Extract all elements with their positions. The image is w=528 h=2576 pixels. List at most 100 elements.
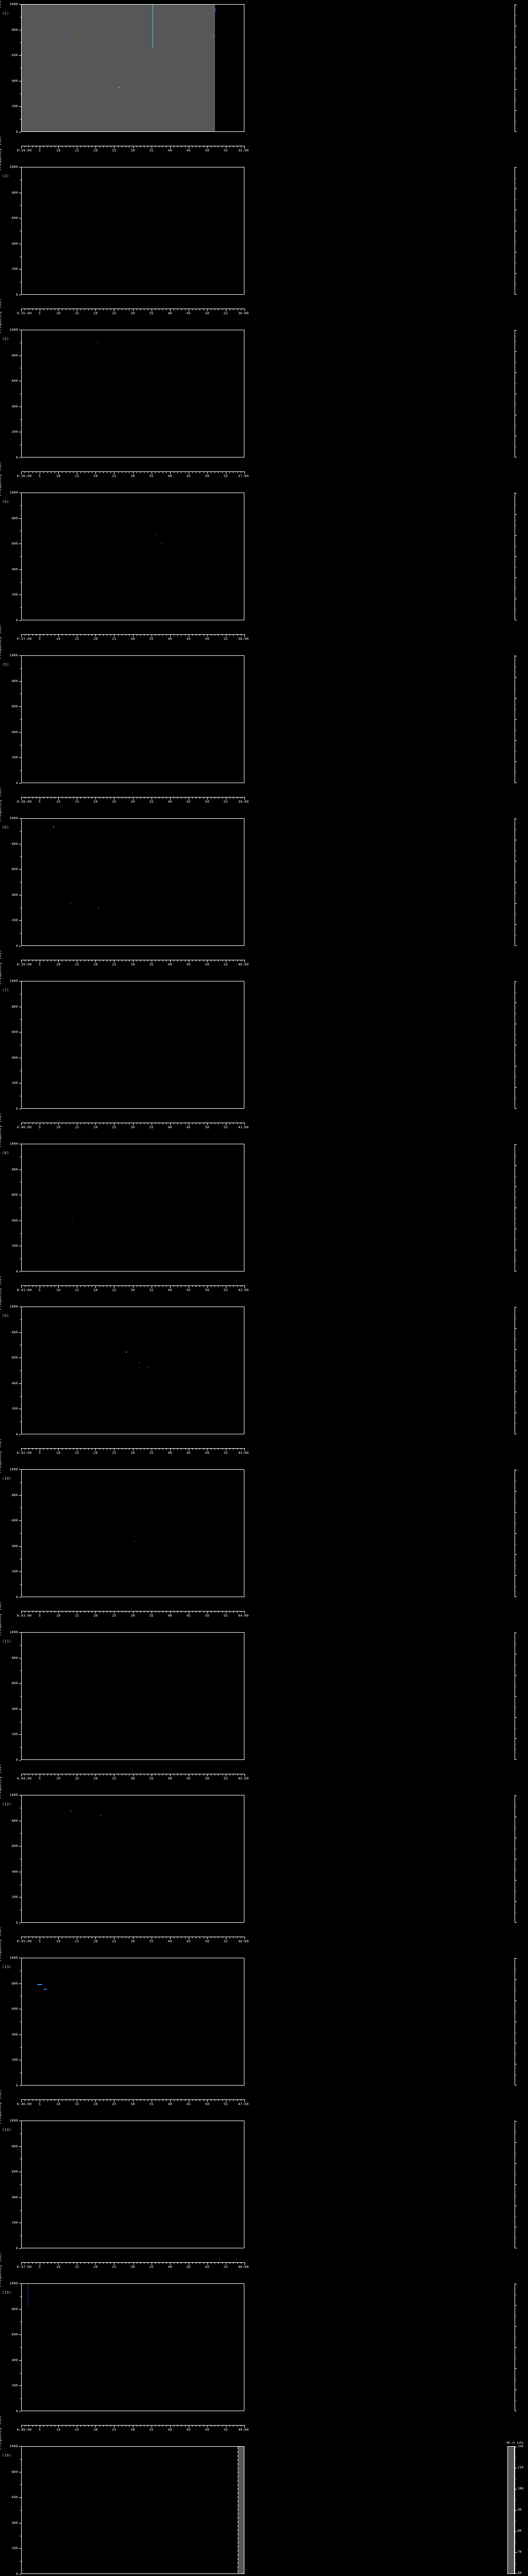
x-axis-minor-tick bbox=[80, 471, 81, 473]
spectrogram-plot-area[interactable] bbox=[21, 981, 244, 1109]
x-axis-end-time-label: 48:00 bbox=[238, 2265, 249, 2269]
spectrogram-plot-area[interactable] bbox=[21, 330, 244, 457]
x-axis-minor-tick bbox=[147, 960, 148, 961]
y-axis-minor-tick bbox=[20, 770, 21, 771]
x-axis-minor-tick bbox=[214, 146, 216, 147]
x-axis-minor-tick bbox=[155, 2262, 156, 2264]
x-axis-tick-label: 30 bbox=[130, 637, 135, 641]
colorbar-gradient bbox=[507, 981, 515, 1109]
detection-marks bbox=[22, 2284, 244, 2411]
x-axis-tick-label: 5 bbox=[39, 311, 41, 315]
x-axis-tick-label: 40 bbox=[168, 1776, 172, 1781]
y-axis-tick bbox=[19, 1571, 21, 1572]
spectrogram-plot-area[interactable] bbox=[21, 1307, 244, 1434]
x-axis-minor-tick bbox=[88, 797, 89, 799]
spectrogram-plot-area[interactable] bbox=[21, 167, 244, 295]
x-axis-minor-tick bbox=[103, 1448, 104, 1450]
y-axis-tick-label: 400 bbox=[11, 2358, 18, 2362]
x-axis-minor-tick bbox=[28, 146, 29, 147]
x-axis-tick-label: 35 bbox=[149, 311, 154, 315]
y-axis-tick-label: 1000 bbox=[9, 2119, 18, 2123]
y-axis-tick-label: 600 bbox=[11, 2170, 18, 2174]
x-axis-minor-tick bbox=[229, 2099, 230, 2101]
colorbar-gradient bbox=[507, 1958, 515, 2086]
x-axis-tick bbox=[133, 1448, 134, 1451]
x-axis-tick bbox=[207, 1774, 208, 1776]
x-axis-minor-tick bbox=[214, 1937, 216, 1938]
x-axis-tick-label: 40 bbox=[168, 474, 172, 478]
x-axis-minor-tick bbox=[237, 2425, 238, 2427]
spectrogram-panel: (13) Frequency (Hz) 0 200 400 600 800 1000 0:46:… bbox=[0, 1926, 528, 2116]
x-axis-tick bbox=[170, 146, 171, 148]
y-axis-tick bbox=[19, 1683, 21, 1684]
x-axis-minor-tick bbox=[32, 2425, 33, 2427]
x-axis-minor-tick bbox=[32, 1611, 33, 1613]
spectrogram-plot-area[interactable] bbox=[21, 2446, 244, 2574]
spectrogram-plot-area[interactable] bbox=[21, 2283, 244, 2411]
x-axis-tick bbox=[170, 1448, 171, 1451]
x-axis-minor-tick bbox=[140, 2099, 141, 2101]
spectrogram-plot-area[interactable] bbox=[21, 1958, 244, 2086]
x-axis-minor-tick bbox=[229, 309, 230, 310]
x-axis-minor-tick bbox=[103, 960, 104, 961]
x-axis-minor-tick bbox=[88, 471, 89, 473]
y-axis-tick bbox=[19, 1383, 21, 1384]
spectrogram-plot-area[interactable] bbox=[21, 1144, 244, 1272]
x-axis-end-time-label: 35:00 bbox=[238, 148, 249, 152]
data-coverage-region bbox=[237, 2447, 244, 2573]
y-axis-tick-label: 800 bbox=[11, 27, 18, 32]
x-axis-minor-tick bbox=[80, 634, 81, 636]
spectrogram-plot-area[interactable] bbox=[21, 655, 244, 783]
x-axis-tick bbox=[58, 1774, 59, 1776]
y-axis-tick-label: 600 bbox=[11, 379, 18, 383]
colorbar-tick bbox=[515, 1512, 517, 1513]
spectrogram-plot-area[interactable] bbox=[21, 1632, 244, 1760]
colorbar-minor-tick bbox=[515, 1176, 516, 1177]
colorbar-tick bbox=[515, 1271, 517, 1272]
x-axis-tick-label: 20 bbox=[93, 148, 98, 152]
y-axis-tick bbox=[19, 1495, 21, 1496]
x-axis-tick bbox=[244, 471, 245, 474]
colorbar-tick bbox=[515, 1901, 517, 1902]
x-axis-tick-label: 5 bbox=[39, 2428, 41, 2432]
spectrogram-plot-area[interactable] bbox=[21, 1469, 244, 1597]
x-axis-minor-tick bbox=[140, 1448, 141, 1450]
y-axis-minor-tick bbox=[20, 1747, 21, 1748]
x-axis-minor-tick bbox=[125, 1774, 126, 1775]
x-axis-minor-tick bbox=[177, 2425, 178, 2427]
colorbar-tick bbox=[515, 1717, 517, 1718]
panel-number: (13) bbox=[2, 1965, 12, 1969]
spectrogram-plot-area[interactable] bbox=[21, 2121, 244, 2248]
y-axis-minor-tick bbox=[20, 16, 21, 18]
spectrogram-plot-area[interactable] bbox=[21, 493, 244, 620]
colorbar-minor-tick bbox=[515, 1360, 516, 1361]
spectrogram-plot-area[interactable] bbox=[21, 1795, 244, 1923]
x-axis-minor-tick bbox=[73, 471, 74, 473]
x-axis-tick bbox=[95, 1774, 96, 1776]
spectrogram-panel: (6) Frequency (Hz) 0 200 400 600 800 1000 0:39:0… bbox=[0, 787, 528, 977]
colorbar-tick bbox=[515, 1575, 517, 1576]
x-axis-minor-tick bbox=[32, 634, 33, 636]
spectrogram-plot-area[interactable] bbox=[21, 818, 244, 946]
y-axis-tick bbox=[19, 2309, 21, 2310]
x-axis-minor-tick bbox=[110, 1448, 111, 1450]
y-axis-minor-tick bbox=[20, 1533, 21, 1534]
x-axis-minor-tick bbox=[65, 309, 67, 310]
x-axis-tick-label: 15 bbox=[75, 1776, 79, 1781]
x-axis-minor-tick bbox=[80, 1937, 81, 1938]
colorbar-tick bbox=[515, 1696, 517, 1697]
x-axis-minor-tick bbox=[185, 471, 186, 473]
y-axis-tick-label: 800 bbox=[11, 353, 18, 358]
x-axis-minor-tick bbox=[43, 1285, 44, 1287]
x-axis-tick-label: 45 bbox=[186, 637, 191, 641]
colorbar-minor-tick bbox=[515, 751, 516, 752]
x-axis-tick-label: 25 bbox=[112, 1125, 117, 1129]
detection-mark bbox=[153, 4, 154, 5]
x-axis-minor-tick bbox=[36, 1123, 37, 1124]
x-axis-tick-label: 20 bbox=[93, 1614, 98, 1618]
colorbar bbox=[507, 167, 519, 295]
y-axis-tick-label: 400 bbox=[11, 1544, 18, 1548]
x-axis-minor-tick bbox=[125, 1937, 126, 1938]
x-axis-tick-label: 35 bbox=[149, 1614, 154, 1618]
spectrogram-plot-area[interactable] bbox=[21, 4, 244, 132]
